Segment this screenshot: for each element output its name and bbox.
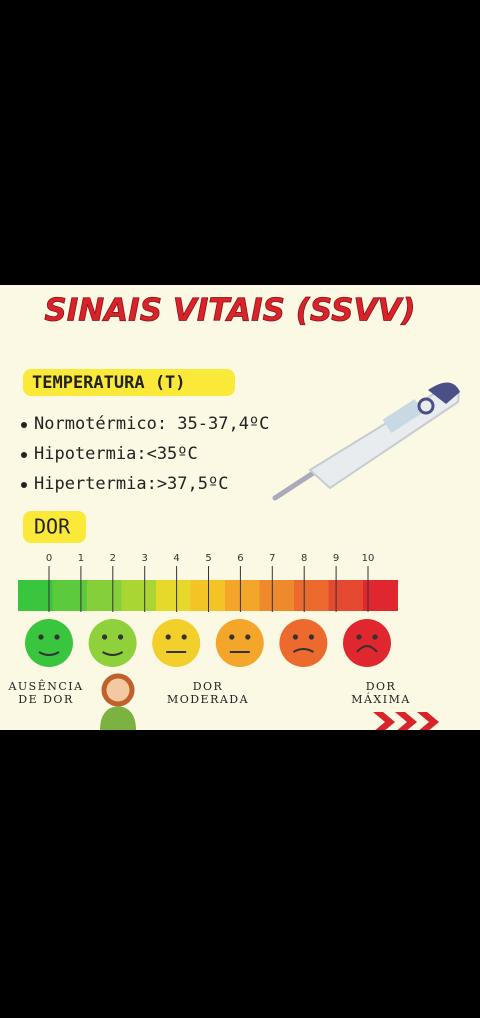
scale-number: 8 xyxy=(301,553,307,564)
scale-number: 4 xyxy=(173,553,179,564)
title: SINAIS VITAIS (SSVV) xyxy=(44,293,415,329)
scale-segment xyxy=(87,580,122,611)
scale-number: 10 xyxy=(362,553,375,564)
scale-number: 1 xyxy=(78,553,84,564)
scale-segment xyxy=(294,580,329,611)
pain-level-label: DOR xyxy=(193,680,224,693)
face-eye xyxy=(229,634,235,640)
face-eye xyxy=(165,634,171,640)
face-eye xyxy=(372,634,378,640)
face-circle xyxy=(88,619,137,667)
scale-number: 0 xyxy=(46,553,52,564)
face-circle xyxy=(279,619,328,667)
temperature-label-box xyxy=(23,369,235,396)
pain-level-label: AUSÊNCIA xyxy=(7,679,83,693)
bottom-bar xyxy=(0,730,480,1014)
pain-level-label: MODERADA xyxy=(167,693,249,706)
scale-number: 6 xyxy=(237,553,243,564)
bullet xyxy=(21,452,27,458)
pain-face xyxy=(279,619,328,667)
arrows xyxy=(373,712,439,732)
face-mouth xyxy=(102,651,124,656)
pain-label-box xyxy=(23,511,86,543)
bullet xyxy=(21,482,27,488)
temperature-item: Hipertermia:>37,5ºC xyxy=(34,474,228,494)
scale-number: 3 xyxy=(142,553,148,564)
pain-face xyxy=(88,619,137,667)
temperature-item: Normotérmico: 35-37,4ºC xyxy=(34,414,269,434)
face-eye xyxy=(118,634,124,640)
pain-level-label: MÁXIMA xyxy=(351,692,411,706)
face-eye xyxy=(292,634,298,640)
face-circle xyxy=(25,619,73,667)
pain-level-label: DOR xyxy=(366,680,397,693)
scale-segment xyxy=(225,580,260,611)
face-circle xyxy=(343,619,391,667)
face-eye xyxy=(181,634,187,640)
temperature-list: Normotérmico: 35-37,4ºC Hipotermia:<35ºC H… xyxy=(21,414,269,494)
pain-face xyxy=(152,619,201,667)
face-mouth xyxy=(38,651,60,656)
scale-segment xyxy=(18,580,53,611)
bullet xyxy=(21,422,27,428)
pain-label: DOR xyxy=(34,515,71,539)
face-circle xyxy=(152,619,201,667)
scale-number: 2 xyxy=(110,553,116,564)
face-eye xyxy=(54,634,60,640)
pain-level-label: DE DOR xyxy=(18,693,73,706)
temperature-item: Hipotermia:<35ºC xyxy=(34,444,198,464)
pain-face xyxy=(25,619,73,667)
scale-segment xyxy=(328,580,364,611)
face-mouth xyxy=(292,648,314,653)
face-eye xyxy=(102,634,108,640)
scale-number: 7 xyxy=(269,553,275,564)
scale-number: 9 xyxy=(333,553,339,564)
scale-segment xyxy=(363,580,398,611)
face-eye xyxy=(356,634,362,640)
scale-segment xyxy=(259,580,295,611)
thermometer xyxy=(272,382,460,501)
face-eye xyxy=(38,634,44,640)
temperature-label: TEMPERATURA (T) xyxy=(32,373,186,393)
face-eye xyxy=(308,634,314,640)
child-illustration xyxy=(100,673,136,730)
pain-face xyxy=(343,619,391,667)
scale-segment xyxy=(121,580,157,611)
face-mouth xyxy=(356,645,378,653)
scale-segment xyxy=(156,580,191,611)
face-circle xyxy=(215,619,264,667)
pain-face xyxy=(215,619,264,667)
scale-segment xyxy=(52,580,88,611)
face-eye xyxy=(245,634,251,640)
scale-number: 5 xyxy=(205,553,211,564)
